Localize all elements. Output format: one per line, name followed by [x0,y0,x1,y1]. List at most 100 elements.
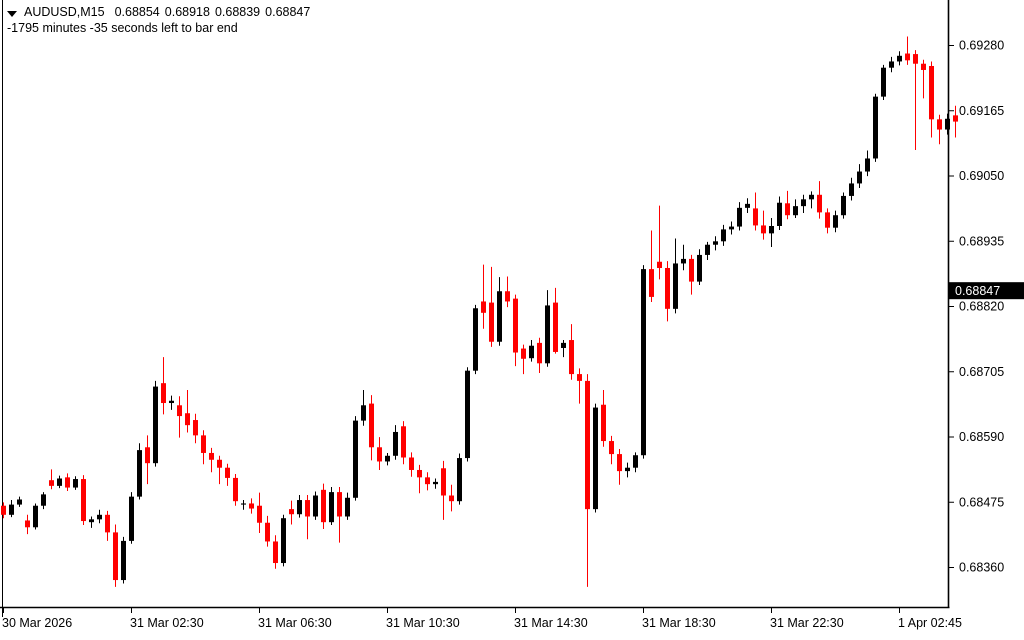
time-axis-label: 31 Mar 22:30 [770,616,844,630]
candle-body-bear [377,447,382,462]
candle-body-bull [721,229,726,242]
price-axis-label: 0.68475 [959,495,1004,509]
candle-body-bull [529,345,534,359]
candle-body-bear [913,54,918,64]
candle-body-bull [169,400,174,404]
candle-body-bull [593,407,598,510]
candle-body-bear [249,503,254,509]
time-axis-label: 31 Mar 14:30 [514,616,588,630]
candle-body-bear [161,383,166,404]
candle-body-bull [297,500,302,515]
candle-body-bull [857,171,862,184]
candle-body-bull [129,496,134,541]
candle-body-bear [537,342,542,364]
candle-body-bull [777,202,782,226]
candle-body-bull [281,518,286,564]
candle-body-bear [665,267,670,309]
candle-body-bear [521,348,526,359]
candle-body-bear [449,495,454,502]
candle-body-bear [601,404,606,442]
candle-body-bull [745,203,750,208]
candle-body-bull [17,499,22,505]
time-axis-label: 31 Mar 18:30 [642,616,716,630]
candle-body-bull [329,492,334,523]
candle-body-bear [553,302,558,352]
candle-body-bear [409,457,414,470]
price-axis-label: 0.68590 [959,430,1004,444]
candle-body-bear [657,261,662,268]
candle-body-bull [89,519,94,523]
candle-body-bear [177,405,182,417]
candle-body-bull [465,370,470,459]
candle-body-bull [769,225,774,234]
candle-body-bull [57,478,62,486]
candle-body-bull [9,504,14,515]
candle-body-bear [273,541,278,564]
candle-body-bull [361,405,366,421]
candle-body-bear [265,522,270,542]
candle-body-bull [497,291,502,342]
candle-body-bear [425,477,430,485]
candle-body-bull [713,241,718,245]
time-axis-label: 31 Mar 06:30 [258,616,332,630]
candle-body-bull [881,67,886,97]
candle-body-bear [785,203,790,216]
current-price-badge-value: 0.68847 [955,284,1000,298]
candle-body-bear [233,477,238,502]
candle-body-bear [761,225,766,234]
candle-body-bull [137,450,142,497]
candle-body-bear [305,500,310,517]
candle-body-bull [833,215,838,228]
candle-body-bear [401,426,406,458]
candle-body-bear [441,468,446,496]
candle-body-bull [873,96,878,159]
candle-body-bull [353,420,358,498]
candle-body-bull [801,199,806,207]
time-axis-label: 1 Apr 02:45 [898,616,962,630]
candle-body-bull [33,505,38,528]
candle-body-bear [489,302,494,342]
candle-body-bull [97,514,102,520]
candle-body-bull [393,431,398,456]
candle-body-bull [457,458,462,502]
candle-body-bear [25,520,30,528]
candle-body-bear [825,212,830,228]
candle-body-bear [81,479,86,522]
candle-body-bull [793,206,798,216]
candle-body-bear [929,65,934,120]
candle-body-bull [809,194,814,200]
candle-body-bear [609,441,614,455]
candle-body-bear [417,469,422,478]
candle-body-bull [673,263,678,309]
candle-body-bull [625,467,630,472]
candle-body-bear [921,63,926,70]
price-axis-label: 0.68820 [959,300,1004,314]
candle-body-bull [705,244,710,255]
candle-body-bear [321,489,326,523]
candle-body-bull [633,455,638,468]
price-axis-label: 0.68360 [959,561,1004,575]
candle-body-bear [753,208,758,226]
candle-body-bear [289,509,294,515]
candle-body-bear [1,505,6,515]
candle-body-bull [641,269,646,456]
candle-body-bear [937,119,942,130]
candle-body-bull [153,386,158,464]
candle-body-bear [369,403,374,448]
candle-body-bear [817,194,822,213]
candle-body-bull [897,55,902,62]
candle-body-bear [217,459,222,468]
candle-body-bear [65,477,70,488]
candle-body-bear [49,480,54,486]
candle-body-bull [681,258,686,264]
candle-body-bull [313,495,318,517]
candle-body-bear [689,258,694,282]
candle-body-bull [737,207,742,227]
price-axis-label: 0.68705 [959,365,1004,379]
candle-body-bear [113,532,118,581]
price-axis-label: 0.69280 [959,39,1004,53]
candle-body-bear [513,298,518,353]
